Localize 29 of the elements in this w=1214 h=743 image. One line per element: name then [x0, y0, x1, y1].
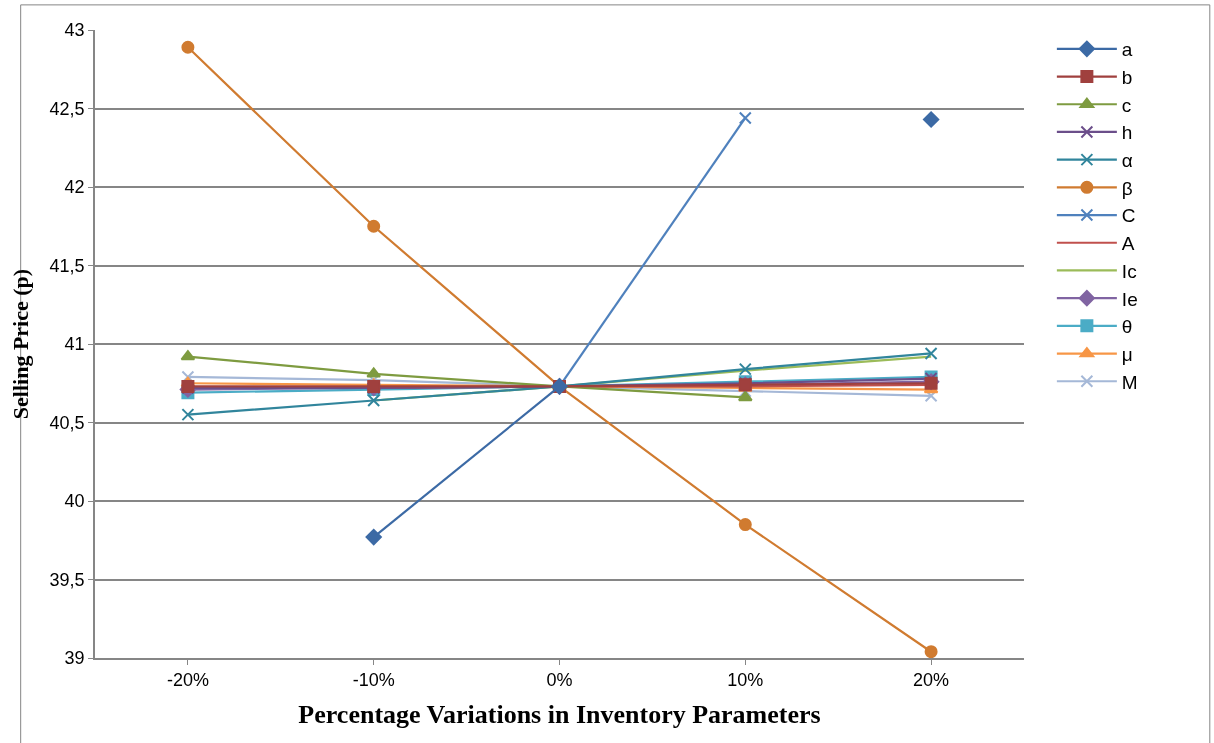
- legend-label: Ic: [1121, 260, 1137, 282]
- legend-label: C: [1121, 205, 1136, 227]
- legend-label: h: [1121, 122, 1133, 144]
- x-tick-label: 10%: [727, 670, 764, 691]
- legend-label: α: [1121, 150, 1133, 172]
- legend-label: θ: [1121, 316, 1133, 338]
- x-axis-title: Percentage Variations in Inventory Parameters: [298, 699, 821, 729]
- y-tick-label: 40: [64, 491, 85, 512]
- y-tick-label: 42: [64, 177, 85, 198]
- x-tick-label: -20%: [166, 670, 209, 691]
- y-tick-label: 41,5: [49, 255, 85, 276]
- y-axis-title: Selling Price (p): [7, 268, 33, 420]
- legend-label: A: [1121, 233, 1135, 255]
- legend-label: Ie: [1121, 288, 1138, 310]
- y-tick-label: 40,5: [49, 412, 85, 433]
- y-tick-label: 42,5: [49, 98, 85, 119]
- legend-label: M: [1121, 371, 1138, 393]
- legend-label: β: [1121, 177, 1133, 199]
- x-tick-label: -10%: [352, 670, 395, 691]
- y-tick-label: 41: [64, 334, 85, 355]
- x-tick-label: 20%: [913, 670, 950, 691]
- x-tick-label: 0%: [546, 670, 573, 691]
- legend-label: c: [1121, 94, 1132, 116]
- legend-label: a: [1121, 39, 1133, 61]
- y-tick-label: 39,5: [49, 569, 85, 590]
- y-tick-label: 43: [64, 20, 85, 41]
- legend-label: b: [1121, 66, 1133, 88]
- legend-label: μ: [1121, 343, 1133, 365]
- y-tick-label: 39: [64, 648, 85, 669]
